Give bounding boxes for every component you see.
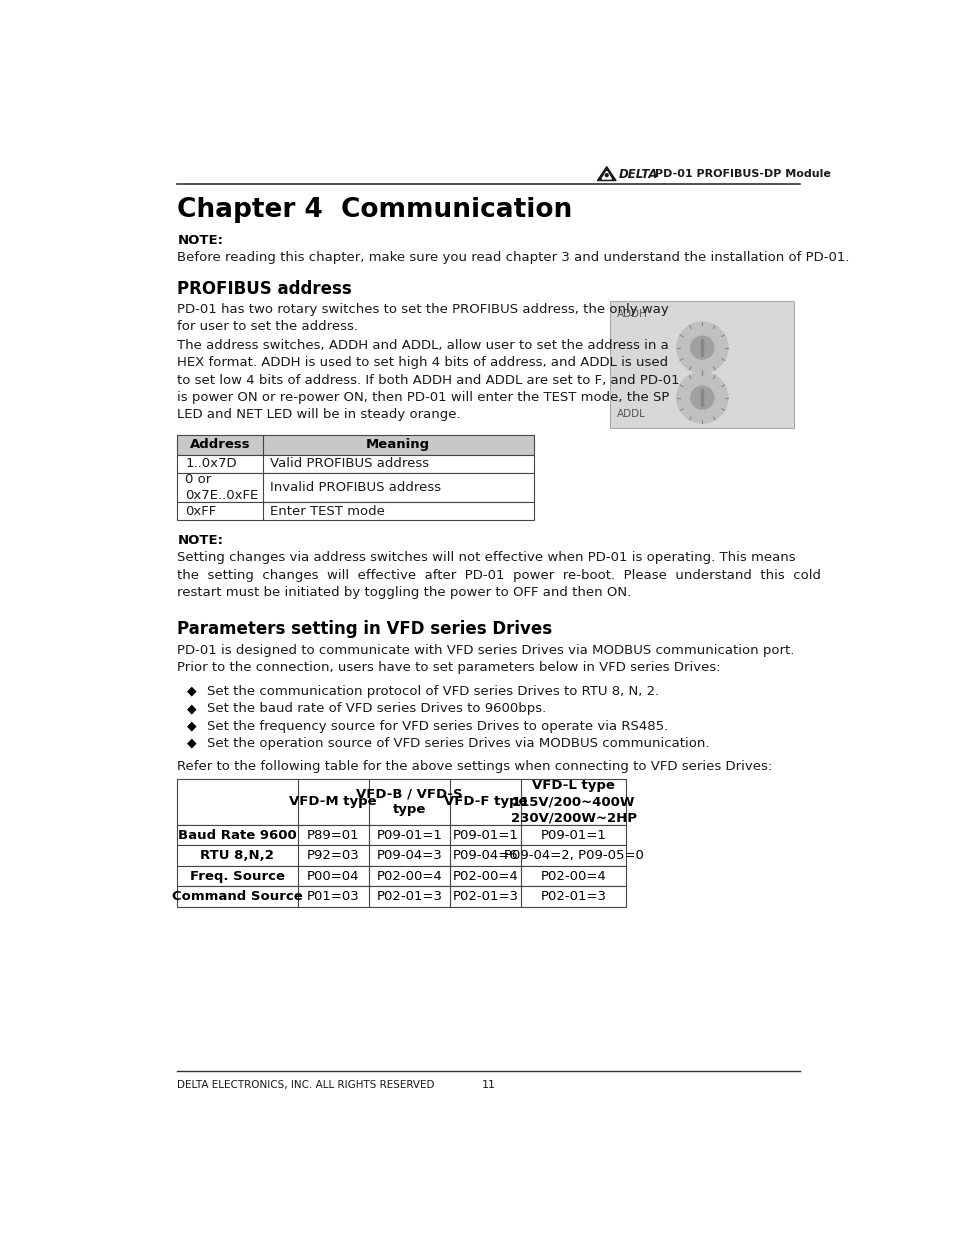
- Text: RTU 8,N,2: RTU 8,N,2: [200, 850, 274, 862]
- Text: P92=03: P92=03: [307, 850, 359, 862]
- Bar: [177, 887, 625, 906]
- Text: Setting changes via address switches will not effective when PD-01 is operating.: Setting changes via address switches wil…: [177, 551, 795, 564]
- Text: Set the baud rate of VFD series Drives to 9600bps.: Set the baud rate of VFD series Drives t…: [207, 703, 545, 715]
- Bar: [177, 846, 625, 866]
- Text: ◆: ◆: [187, 685, 196, 698]
- Text: P89=01: P89=01: [307, 829, 359, 842]
- Text: 0 or
0x7E..0xFE: 0 or 0x7E..0xFE: [185, 473, 258, 503]
- Circle shape: [690, 336, 713, 359]
- Text: P09-01=1: P09-01=1: [376, 829, 442, 842]
- Bar: [177, 454, 534, 473]
- Text: P02-01=3: P02-01=3: [376, 890, 442, 903]
- Bar: [177, 825, 625, 846]
- Text: to set low 4 bits of address. If both ADDH and ADDL are set to F, and PD-01: to set low 4 bits of address. If both AD…: [177, 374, 679, 387]
- Text: VFD-L type
115V/200~400W
230V/200W~2HP: VFD-L type 115V/200~400W 230V/200W~2HP: [510, 779, 636, 825]
- Text: Invalid PROFIBUS address: Invalid PROFIBUS address: [270, 482, 441, 494]
- Text: Set the operation source of VFD series Drives via MODBUS communication.: Set the operation source of VFD series D…: [207, 737, 709, 750]
- Text: NOTE:: NOTE:: [177, 535, 223, 547]
- Text: Chapter 4  Communication: Chapter 4 Communication: [177, 196, 572, 222]
- Text: Parameters setting in VFD series Drives: Parameters setting in VFD series Drives: [177, 620, 552, 638]
- Text: The address switches, ADDH and ADDL, allow user to set the address in a: The address switches, ADDH and ADDL, all…: [177, 340, 668, 352]
- Text: 1..0x7D: 1..0x7D: [185, 457, 236, 471]
- Text: PROFIBUS address: PROFIBUS address: [177, 280, 352, 298]
- Text: P02-01=3: P02-01=3: [453, 890, 518, 903]
- Text: HEX format. ADDH is used to set high 4 bits of address, and ADDL is used: HEX format. ADDH is used to set high 4 b…: [177, 357, 668, 369]
- Text: P09-04=2, P09-05=0: P09-04=2, P09-05=0: [503, 850, 643, 862]
- Circle shape: [676, 322, 727, 373]
- Text: Refer to the following table for the above settings when connecting to VFD serie: Refer to the following table for the abo…: [177, 761, 772, 773]
- Text: restart must be initiated by toggling the power to OFF and then ON.: restart must be initiated by toggling th…: [177, 585, 631, 599]
- Text: ADDL: ADDL: [616, 409, 645, 419]
- Text: P01=03: P01=03: [307, 890, 359, 903]
- Bar: [177, 435, 534, 454]
- Polygon shape: [597, 167, 616, 180]
- Text: Meaning: Meaning: [366, 438, 430, 451]
- Text: LED and NET LED will be in steady orange.: LED and NET LED will be in steady orange…: [177, 409, 460, 421]
- Text: ◆: ◆: [187, 703, 196, 715]
- Text: ◆: ◆: [187, 737, 196, 750]
- Text: ADDH: ADDH: [616, 309, 647, 319]
- Text: Command Source: Command Source: [172, 890, 302, 903]
- Bar: [177, 779, 625, 825]
- Polygon shape: [601, 172, 611, 179]
- Text: P09-01=1: P09-01=1: [540, 829, 606, 842]
- Text: P09-01=1: P09-01=1: [453, 829, 518, 842]
- Text: ◆: ◆: [187, 720, 196, 732]
- Text: NOTE:: NOTE:: [177, 233, 223, 247]
- Text: P02-00=4: P02-00=4: [540, 869, 606, 883]
- Circle shape: [690, 387, 713, 409]
- Text: P02-00=4: P02-00=4: [376, 869, 442, 883]
- Bar: [177, 503, 534, 520]
- Text: Address: Address: [190, 438, 250, 451]
- Bar: [177, 866, 625, 887]
- Text: Valid PROFIBUS address: Valid PROFIBUS address: [270, 457, 429, 471]
- Text: PD-01 has two rotary switches to set the PROFIBUS address, the only way: PD-01 has two rotary switches to set the…: [177, 303, 668, 316]
- Text: is power ON or re-power ON, then PD-01 will enter the TEST mode, the SP: is power ON or re-power ON, then PD-01 w…: [177, 391, 669, 404]
- Text: Prior to the connection, users have to set parameters below in VFD series Drives: Prior to the connection, users have to s…: [177, 662, 720, 674]
- Text: P02-00=4: P02-00=4: [453, 869, 518, 883]
- Text: 11: 11: [481, 1079, 496, 1091]
- Text: for user to set the address.: for user to set the address.: [177, 320, 358, 333]
- Text: 0xFF: 0xFF: [185, 505, 216, 517]
- Text: Set the communication protocol of VFD series Drives to RTU 8, N, 2.: Set the communication protocol of VFD se…: [207, 685, 659, 698]
- Text: PD-01 is designed to communicate with VFD series Drives via MODBUS communication: PD-01 is designed to communicate with VF…: [177, 645, 794, 657]
- Text: P09-04=3: P09-04=3: [376, 850, 442, 862]
- Bar: [177, 473, 534, 503]
- Text: Enter TEST mode: Enter TEST mode: [270, 505, 385, 517]
- Circle shape: [676, 372, 727, 424]
- Text: Freq. Source: Freq. Source: [190, 869, 285, 883]
- Text: DELTA ELECTRONICS, INC. ALL RIGHTS RESERVED: DELTA ELECTRONICS, INC. ALL RIGHTS RESER…: [177, 1079, 435, 1091]
- Text: PD-01 PROFIBUS-DP Module: PD-01 PROFIBUS-DP Module: [654, 169, 830, 179]
- Text: VFD-B / VFD-S
type: VFD-B / VFD-S type: [355, 788, 462, 816]
- Text: VFD-M type: VFD-M type: [289, 795, 376, 809]
- Text: Before reading this chapter, make sure you read chapter 3 and understand the ins: Before reading this chapter, make sure y…: [177, 251, 849, 263]
- Text: DELTA: DELTA: [618, 168, 658, 180]
- Text: P02-01=3: P02-01=3: [540, 890, 606, 903]
- Text: Baud Rate 9600: Baud Rate 9600: [178, 829, 296, 842]
- Text: Set the frequency source for VFD series Drives to operate via RS485.: Set the frequency source for VFD series …: [207, 720, 667, 732]
- Text: P00=04: P00=04: [307, 869, 359, 883]
- Bar: [610, 301, 794, 429]
- Circle shape: [605, 174, 607, 177]
- Text: P09-04=6: P09-04=6: [453, 850, 518, 862]
- Text: the  setting  changes  will  effective  after  PD-01  power  re-boot.  Please  u: the setting changes will effective after…: [177, 568, 821, 582]
- Text: VFD-F type: VFD-F type: [443, 795, 527, 809]
